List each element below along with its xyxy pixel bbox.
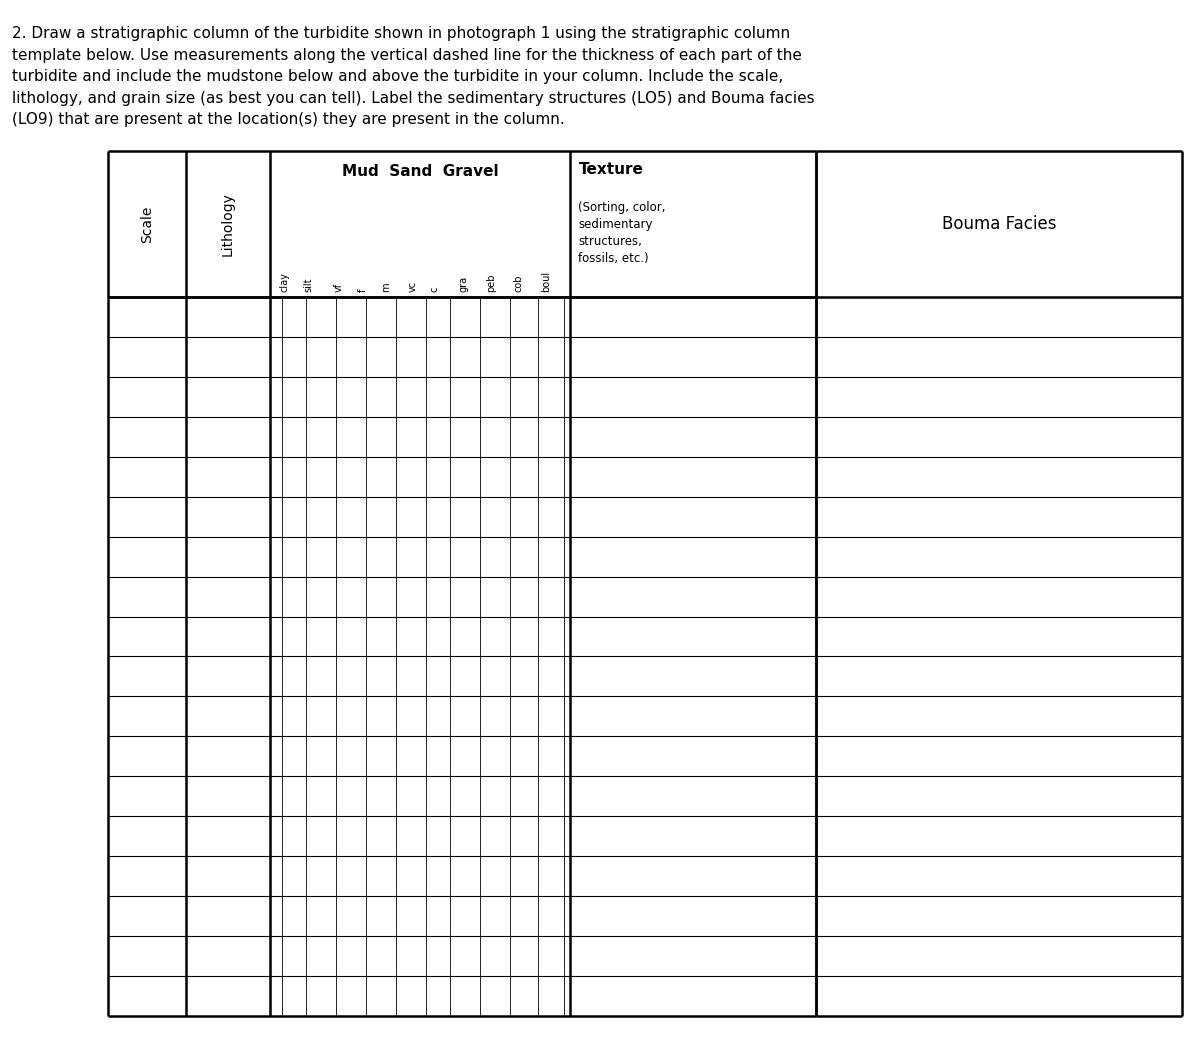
Text: c: c xyxy=(430,287,439,292)
Text: boul: boul xyxy=(541,271,551,292)
Text: gra: gra xyxy=(458,276,468,292)
Text: vc: vc xyxy=(408,280,418,292)
Text: vf: vf xyxy=(334,282,343,292)
Text: Bouma Facies: Bouma Facies xyxy=(942,215,1056,233)
Text: cob: cob xyxy=(514,274,523,292)
Text: Mud  Sand  Gravel: Mud Sand Gravel xyxy=(342,164,498,178)
Text: f: f xyxy=(358,289,367,292)
Text: Scale: Scale xyxy=(140,205,154,243)
Text: silt: silt xyxy=(304,277,313,292)
Text: Lithology: Lithology xyxy=(221,192,235,256)
Text: m: m xyxy=(382,282,391,292)
Text: 2. Draw a stratigraphic column of the turbidite shown in photograph 1 using the : 2. Draw a stratigraphic column of the tu… xyxy=(12,26,815,127)
Text: (Sorting, color,
sedimentary
structures,
fossils, etc.): (Sorting, color, sedimentary structures,… xyxy=(578,201,666,265)
Text: Texture: Texture xyxy=(578,162,643,176)
Text: peb: peb xyxy=(486,273,496,292)
Text: clay: clay xyxy=(280,272,289,292)
